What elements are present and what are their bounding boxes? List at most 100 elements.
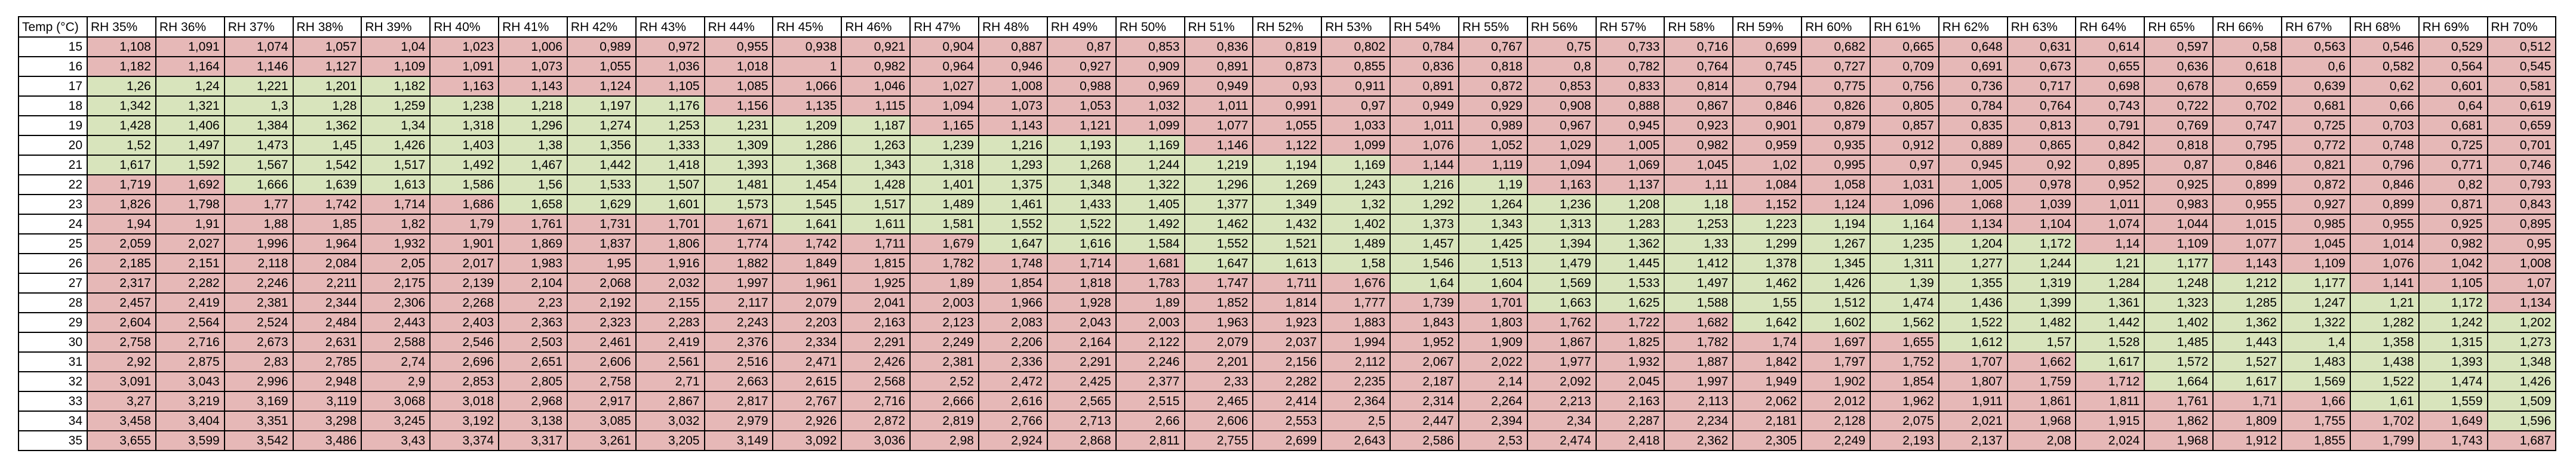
value-cell-in-range[interactable]: 1,343 bbox=[841, 155, 911, 175]
value-cell-out-of-range[interactable]: 2,264 bbox=[1458, 391, 1528, 412]
value-cell-out-of-range[interactable]: 0,648 bbox=[1938, 36, 2008, 57]
value-cell-in-range[interactable]: 1,399 bbox=[2006, 292, 2077, 313]
value-cell-in-range[interactable]: 1,296 bbox=[498, 115, 568, 136]
value-cell-out-of-range[interactable]: 0,921 bbox=[841, 36, 911, 57]
value-cell-in-range[interactable]: 1,647 bbox=[977, 233, 1048, 254]
value-cell-out-of-range[interactable]: 1,77 bbox=[223, 194, 294, 215]
value-cell-in-range[interactable]: 1,244 bbox=[1115, 155, 1185, 175]
value-cell-in-range[interactable]: 1,569 bbox=[1526, 273, 1597, 294]
value-cell-in-range[interactable]: 1,406 bbox=[155, 115, 225, 136]
value-cell-in-range[interactable]: 1,569 bbox=[2281, 371, 2351, 392]
value-cell-in-range[interactable]: 1,259 bbox=[361, 95, 431, 116]
value-cell-in-range[interactable]: 1,592 bbox=[155, 155, 225, 175]
value-cell-out-of-range[interactable]: 0,716 bbox=[1664, 36, 1734, 57]
value-cell-out-of-range[interactable]: 1,806 bbox=[635, 233, 705, 254]
value-cell-out-of-range[interactable]: 2,419 bbox=[155, 292, 225, 313]
value-cell-out-of-range[interactable]: 1,066 bbox=[772, 76, 843, 97]
value-cell-out-of-range[interactable]: 1,743 bbox=[2418, 430, 2488, 451]
value-cell-out-of-range[interactable]: 2,246 bbox=[223, 273, 294, 294]
value-cell-out-of-range[interactable]: 1,854 bbox=[977, 273, 1048, 294]
value-cell-out-of-range[interactable]: 0,821 bbox=[2281, 155, 2351, 175]
value-cell-out-of-range[interactable]: 1,163 bbox=[429, 76, 500, 97]
value-cell-out-of-range[interactable]: 2,003 bbox=[909, 292, 979, 313]
value-cell-in-range[interactable]: 1,177 bbox=[2144, 253, 2214, 274]
value-cell-out-of-range[interactable]: 2,853 bbox=[429, 371, 500, 392]
value-cell-in-range[interactable]: 1,52 bbox=[87, 135, 156, 156]
value-cell-out-of-range[interactable]: 2,461 bbox=[566, 332, 637, 353]
value-cell-out-of-range[interactable]: 2,699 bbox=[1252, 430, 1323, 451]
value-cell-out-of-range[interactable]: 0,857 bbox=[1869, 115, 1939, 136]
value-cell-in-range[interactable]: 1,613 bbox=[1252, 253, 1323, 274]
value-cell-out-of-range[interactable]: 2,74 bbox=[361, 351, 431, 372]
value-cell-out-of-range[interactable]: 1,094 bbox=[1526, 155, 1597, 175]
value-cell-out-of-range[interactable]: 2,291 bbox=[1046, 351, 1117, 372]
value-cell-in-range[interactable]: 1,172 bbox=[2006, 233, 2077, 254]
value-cell-in-range[interactable]: 1,21 bbox=[2349, 292, 2420, 313]
value-cell-out-of-range[interactable]: 1,052 bbox=[1458, 135, 1528, 156]
value-cell-in-range[interactable]: 1,253 bbox=[1664, 214, 1734, 234]
value-cell-out-of-range[interactable]: 1,099 bbox=[1115, 115, 1185, 136]
value-cell-out-of-range[interactable]: 2,083 bbox=[977, 312, 1048, 333]
value-cell-out-of-range[interactable]: 1 bbox=[772, 56, 843, 77]
value-cell-out-of-range[interactable]: 0,899 bbox=[2349, 194, 2420, 215]
value-cell-out-of-range[interactable]: 1,837 bbox=[566, 233, 637, 254]
header-rh-55[interactable]: RH 55% bbox=[1458, 16, 1528, 38]
value-cell-out-of-range[interactable]: 2,181 bbox=[1732, 411, 1803, 431]
header-rh-47[interactable]: RH 47% bbox=[909, 16, 979, 38]
value-cell-out-of-range[interactable]: 0,927 bbox=[2281, 194, 2351, 215]
value-cell-in-range[interactable]: 1,474 bbox=[1869, 292, 1939, 313]
value-cell-in-range[interactable]: 1,362 bbox=[1595, 233, 1665, 254]
value-cell-out-of-range[interactable]: 0,833 bbox=[1595, 76, 1665, 97]
value-cell-out-of-range[interactable]: 2,414 bbox=[1252, 391, 1323, 412]
value-cell-out-of-range[interactable]: 2,022 bbox=[1458, 351, 1528, 372]
value-cell-out-of-range[interactable]: 0,891 bbox=[1184, 56, 1254, 77]
value-cell-out-of-range[interactable]: 1,074 bbox=[2075, 214, 2145, 234]
value-cell-out-of-range[interactable]: 0,835 bbox=[1938, 115, 2008, 136]
value-cell-out-of-range[interactable]: 0,972 bbox=[635, 36, 705, 57]
value-cell-out-of-range[interactable]: 1,697 bbox=[1801, 332, 1871, 353]
value-cell-out-of-range[interactable]: 2,643 bbox=[1321, 430, 1391, 451]
value-cell-out-of-range[interactable]: 0,846 bbox=[2212, 155, 2282, 175]
value-cell-out-of-range[interactable]: 2,235 bbox=[1321, 371, 1391, 392]
temp-cell[interactable]: 26 bbox=[18, 253, 88, 274]
value-cell-in-range[interactable]: 1,394 bbox=[1526, 233, 1597, 254]
temp-cell[interactable]: 32 bbox=[18, 371, 88, 392]
value-cell-out-of-range[interactable]: 1,809 bbox=[2212, 411, 2282, 431]
value-cell-out-of-range[interactable]: 1,94 bbox=[87, 214, 156, 234]
value-cell-out-of-range[interactable]: 2,515 bbox=[1115, 391, 1185, 412]
value-cell-in-range[interactable]: 1,527 bbox=[2212, 351, 2282, 372]
value-cell-out-of-range[interactable]: 3,655 bbox=[87, 430, 156, 451]
value-cell-out-of-range[interactable]: 0,985 bbox=[2281, 214, 2351, 234]
value-cell-in-range[interactable]: 1,322 bbox=[2281, 312, 2351, 333]
value-cell-out-of-range[interactable]: 1,707 bbox=[1938, 351, 2008, 372]
value-cell-in-range[interactable]: 1,19 bbox=[1458, 174, 1528, 195]
value-cell-out-of-range[interactable]: 2,118 bbox=[223, 253, 294, 274]
value-cell-in-range[interactable]: 1,223 bbox=[1732, 214, 1803, 234]
value-cell-out-of-range[interactable]: 0,909 bbox=[1115, 56, 1185, 77]
temp-cell[interactable]: 31 bbox=[18, 351, 88, 372]
value-cell-in-range[interactable]: 1,315 bbox=[2418, 332, 2488, 353]
value-cell-out-of-range[interactable]: 2,758 bbox=[566, 371, 637, 392]
value-cell-out-of-range[interactable]: 0,855 bbox=[1321, 56, 1391, 77]
value-cell-out-of-range[interactable]: 3,486 bbox=[292, 430, 362, 451]
value-cell-in-range[interactable]: 1,617 bbox=[2212, 371, 2282, 392]
value-cell-out-of-range[interactable]: 1,811 bbox=[2075, 391, 2145, 412]
value-cell-out-of-range[interactable]: 0,895 bbox=[2486, 214, 2557, 234]
value-cell-out-of-range[interactable]: 0,949 bbox=[1184, 76, 1254, 97]
value-cell-out-of-range[interactable]: 0,764 bbox=[2006, 95, 2077, 116]
value-cell-out-of-range[interactable]: 0,82 bbox=[2418, 174, 2488, 195]
value-cell-in-range[interactable]: 1,231 bbox=[703, 115, 774, 136]
value-cell-out-of-range[interactable]: 2,043 bbox=[1046, 312, 1117, 333]
value-cell-out-of-range[interactable]: 0,698 bbox=[2075, 76, 2145, 97]
value-cell-in-range[interactable]: 1,239 bbox=[909, 135, 979, 156]
value-cell-out-of-range[interactable]: 2,376 bbox=[703, 332, 774, 353]
value-cell-out-of-range[interactable]: 2,192 bbox=[566, 292, 637, 313]
value-cell-out-of-range[interactable]: 2,66 bbox=[1115, 411, 1185, 431]
header-rh-58[interactable]: RH 58% bbox=[1664, 16, 1734, 38]
value-cell-out-of-range[interactable]: 0,8 bbox=[1526, 56, 1597, 77]
value-cell-out-of-range[interactable]: 2,716 bbox=[841, 391, 911, 412]
value-cell-out-of-range[interactable]: 2,394 bbox=[1458, 411, 1528, 431]
value-cell-out-of-range[interactable]: 1,88 bbox=[223, 214, 294, 234]
value-cell-in-range[interactable]: 1,522 bbox=[2349, 371, 2420, 392]
value-cell-out-of-range[interactable]: 1,085 bbox=[703, 76, 774, 97]
